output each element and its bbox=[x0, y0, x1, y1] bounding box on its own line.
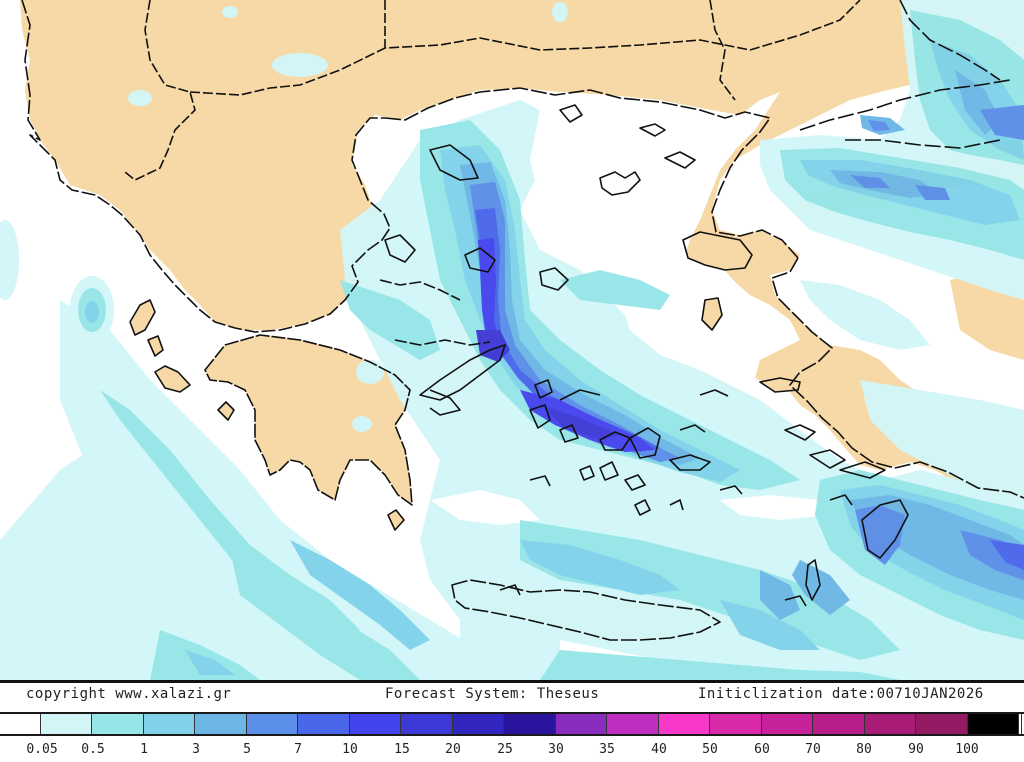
legend-tick-label: 40 bbox=[651, 742, 667, 757]
legend-swatch bbox=[144, 714, 195, 734]
legend-swatch bbox=[92, 714, 144, 734]
legend-tick-label: 15 bbox=[394, 742, 410, 757]
legend-labels: 0.05 0.5 1 3 5 7 10 15 20 25 30 35 40 50 60 70 80 90 100 bbox=[0, 740, 1024, 762]
legend-swatch bbox=[710, 714, 762, 734]
legend-swatch bbox=[556, 714, 607, 734]
legend-tick-label: 70 bbox=[805, 742, 821, 757]
legend-tick-label: 3 bbox=[192, 742, 200, 757]
forecast-system-text: Forecast System: Theseus bbox=[385, 686, 600, 702]
legend-tick-label: 10 bbox=[342, 742, 358, 757]
legend-swatch bbox=[968, 714, 1019, 734]
legend-tick-label: 20 bbox=[445, 742, 461, 757]
precipitation-map[interactable] bbox=[0, 0, 1024, 680]
precip-layer bbox=[0, 0, 1024, 680]
legend-swatch bbox=[350, 714, 401, 734]
legend-swatch bbox=[453, 714, 504, 734]
legend-swatch bbox=[401, 714, 453, 734]
legend-swatch bbox=[865, 714, 916, 734]
coastline-layer bbox=[21, 0, 1024, 641]
initialization-date-text: Initiclization date:00710JAN2026 bbox=[698, 686, 984, 702]
legend-tick-label: 0.05 bbox=[26, 742, 58, 757]
legend-swatch bbox=[247, 714, 298, 734]
legend-swatch bbox=[607, 714, 659, 734]
legend-tick-label: 60 bbox=[754, 742, 770, 757]
legend-swatch bbox=[504, 714, 556, 734]
copyright-text: copyright www.xalazi.gr bbox=[26, 686, 232, 702]
legend-tick-label: 35 bbox=[599, 742, 615, 757]
legend-swatch bbox=[0, 714, 41, 734]
legend-tick-label: 25 bbox=[497, 742, 513, 757]
legend-swatch bbox=[298, 714, 350, 734]
legend-swatch bbox=[813, 714, 865, 734]
legend-swatch bbox=[916, 714, 968, 734]
map-footer-separator bbox=[0, 680, 1024, 683]
legend-tick-label: 90 bbox=[908, 742, 924, 757]
map-canvas bbox=[0, 0, 1024, 680]
legend-tick-label: 80 bbox=[856, 742, 872, 757]
legend-swatch bbox=[762, 714, 813, 734]
legend-swatch bbox=[195, 714, 247, 734]
legend-tick-label: 30 bbox=[548, 742, 564, 757]
legend-tick-label: 1 bbox=[140, 742, 148, 757]
legend-swatch bbox=[41, 714, 92, 734]
legend-tick-label: 50 bbox=[702, 742, 718, 757]
legend-tick-label: 0.5 bbox=[81, 742, 105, 757]
legend-swatch bbox=[1019, 714, 1022, 734]
legend-swatch bbox=[659, 714, 710, 734]
legend-tick-label: 100 bbox=[955, 742, 979, 757]
precipitation-color-legend bbox=[0, 712, 1024, 736]
legend-tick-label: 5 bbox=[243, 742, 251, 757]
credits-bar: copyright www.xalazi.gr Forecast System:… bbox=[0, 683, 1024, 710]
legend-tick-label: 7 bbox=[294, 742, 302, 757]
